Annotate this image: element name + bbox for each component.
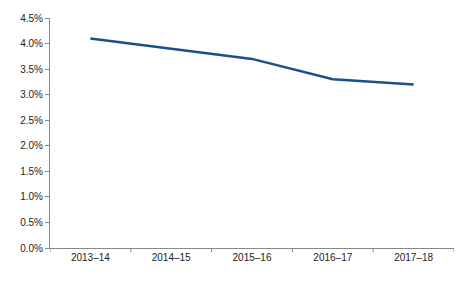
svg-text:3.0%: 3.0%: [20, 89, 43, 100]
svg-text:1.0%: 1.0%: [20, 191, 43, 202]
svg-text:3.5%: 3.5%: [20, 64, 43, 75]
svg-text:2015–16: 2015–16: [233, 252, 272, 263]
svg-text:2.5%: 2.5%: [20, 115, 43, 126]
svg-text:1.5%: 1.5%: [20, 166, 43, 177]
svg-text:2014–15: 2014–15: [152, 252, 191, 263]
svg-text:2016–17: 2016–17: [313, 252, 352, 263]
svg-text:0.0%: 0.0%: [20, 243, 43, 254]
svg-text:2.0%: 2.0%: [20, 140, 43, 151]
svg-text:4.0%: 4.0%: [20, 38, 43, 49]
svg-text:0.5%: 0.5%: [20, 217, 43, 228]
svg-text:2017–18: 2017–18: [394, 252, 433, 263]
svg-text:4.5%: 4.5%: [20, 13, 43, 24]
svg-text:2013–14: 2013–14: [71, 252, 110, 263]
